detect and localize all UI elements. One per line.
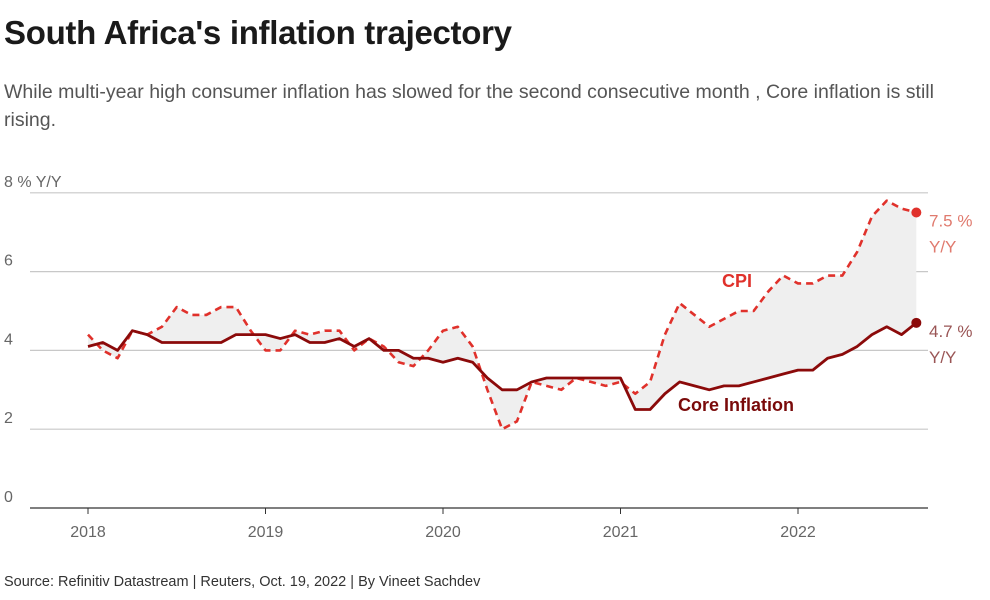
- end-unit-label: Y/Y: [929, 238, 956, 257]
- series-label-core: Core Inflation: [678, 395, 794, 415]
- end-value-label: 4.7 %: [929, 322, 972, 341]
- series-line-cpi: [87, 199, 917, 431]
- series-line-core: [87, 321, 918, 411]
- x-tick-label: 2020: [425, 524, 461, 541]
- x-tick-label: 2019: [248, 524, 284, 541]
- source-note: Source: Refinitiv Datastream | Reuters, …: [4, 574, 481, 590]
- chart-subtitle: While multi-year high consumer inflation…: [4, 81, 934, 131]
- y-tick-label: 2: [4, 410, 13, 427]
- chart-title: South Africa's inflation trajectory: [4, 14, 512, 51]
- gap-area: [88, 200, 917, 430]
- y-tick-label: 4: [4, 331, 13, 348]
- x-tick-label: 2021: [603, 524, 639, 541]
- x-tick-label: 2022: [780, 524, 816, 541]
- y-tick-label: 8 % Y/Y: [4, 174, 62, 191]
- end-point: [911, 317, 922, 328]
- end-value-label: 7.5 %: [929, 212, 972, 231]
- end-unit-label: Y/Y: [929, 348, 956, 367]
- x-tick-label: 2018: [70, 524, 106, 541]
- series-label-cpi: CPI: [722, 271, 752, 291]
- y-tick-label: 6: [4, 253, 13, 270]
- end-point: [911, 207, 922, 218]
- y-tick-label: 0: [4, 489, 13, 506]
